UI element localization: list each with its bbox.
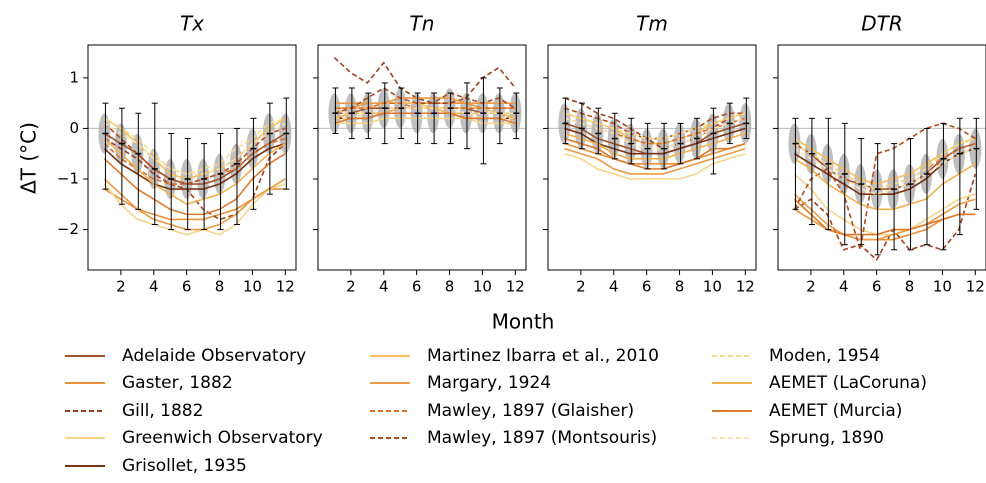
series-line	[793, 173, 976, 236]
series-line	[564, 107, 746, 140]
legend-label: AEMET (LaCoruna)	[769, 373, 927, 393]
panel-title: Tx	[180, 12, 204, 36]
legend-label: Sprung, 1890	[769, 428, 884, 448]
panel: Tm 2 4 6 8 10 12	[543, 12, 757, 296]
series-line	[564, 142, 746, 165]
x-tick-label: 12	[736, 278, 755, 296]
x-tick-label: 4	[609, 278, 619, 296]
series-line	[104, 137, 286, 221]
plot-frame	[777, 44, 986, 271]
legend-label: Mawley, 1897 (Glaisher)	[427, 401, 634, 421]
series-line	[334, 102, 516, 115]
legend-label: Adelaide Observatory	[122, 346, 306, 366]
y-tick-label: 0	[69, 119, 79, 137]
legend-label: Gill, 1882	[122, 401, 203, 421]
x-tick-label: 4	[149, 278, 159, 296]
x-tick-label: 2	[116, 278, 126, 296]
legend-label: Moden, 1954	[769, 346, 880, 366]
x-tick-label: 10	[703, 278, 722, 296]
series-line	[794, 137, 976, 190]
legend-label: Martinez Ibarra et al., 2010	[427, 346, 659, 366]
series-line	[334, 117, 516, 125]
x-tick-label: 8	[905, 278, 915, 296]
y-tick-label: 1	[69, 68, 79, 86]
legend-label: Margary, 1924	[427, 373, 551, 393]
series-line	[564, 147, 746, 175]
series-line	[564, 137, 746, 170]
series-line	[334, 97, 516, 104]
series-line	[103, 153, 286, 216]
x-axis-label: Month	[492, 310, 555, 334]
x-tick-label: 2	[346, 278, 356, 296]
series-line	[334, 87, 516, 115]
x-tick-label: 2	[806, 278, 816, 296]
series-line	[793, 193, 976, 241]
series-line	[794, 137, 976, 185]
series-line	[793, 198, 976, 236]
series-line	[564, 127, 746, 155]
series-line	[793, 122, 976, 251]
y-axis-label: ΔT (°C)	[17, 122, 41, 194]
series-line	[794, 173, 977, 262]
x-tick-label: 6	[642, 278, 652, 296]
y-tick-label: −2	[57, 220, 79, 238]
x-tick-label: 10	[473, 278, 492, 296]
series-line	[103, 137, 286, 185]
panel: DTR 2 4 6 8 10 12	[773, 12, 986, 296]
y-tick-label: −1	[57, 169, 79, 187]
series-line	[103, 183, 286, 236]
plot-frame	[547, 44, 757, 271]
x-tick-label: 4	[379, 278, 389, 296]
series-line	[564, 117, 746, 150]
series-line	[794, 158, 976, 211]
x-tick-label: 8	[215, 278, 225, 296]
x-tick-label: 10	[933, 278, 952, 296]
series-line	[334, 112, 516, 125]
series-line	[103, 137, 286, 206]
panel-title: Tm	[636, 12, 668, 36]
series-line	[104, 122, 286, 175]
series-line	[103, 122, 286, 185]
legend-label: Mawley, 1897 (Montsouris)	[427, 428, 657, 448]
series-line	[564, 97, 746, 150]
plot-frame	[87, 44, 297, 271]
series-line	[564, 152, 746, 180]
series-line	[103, 142, 286, 190]
series-line	[103, 178, 286, 231]
x-tick-label: 4	[839, 278, 849, 296]
series-line	[564, 112, 746, 140]
series-line	[104, 117, 286, 175]
legend-label: Gaster, 1882	[122, 373, 233, 393]
panel-title: DTR	[861, 12, 903, 36]
x-tick-label: 12	[966, 278, 985, 296]
x-tick-label: 10	[243, 278, 262, 296]
x-tick-label: 12	[276, 278, 295, 296]
legend-label: Grisollet, 1935	[122, 456, 247, 476]
plot-frame	[317, 44, 527, 271]
x-tick-label: 6	[182, 278, 192, 296]
x-tick-label: 6	[412, 278, 422, 296]
series-line	[564, 132, 746, 160]
series-line	[794, 147, 976, 195]
panel-title: Tn	[410, 12, 435, 36]
x-tick-label: 8	[675, 278, 685, 296]
legend-label: AEMET (Murcia)	[769, 401, 902, 421]
x-tick-label: 6	[872, 278, 882, 296]
series-line	[333, 57, 516, 104]
legend-label: Greenwich Observatory	[122, 428, 323, 448]
x-tick-label: 12	[506, 278, 525, 296]
panel: Tn 2 4 6 8 10 12	[313, 12, 527, 296]
x-tick-label: 8	[445, 278, 455, 296]
x-tick-label: 2	[576, 278, 586, 296]
